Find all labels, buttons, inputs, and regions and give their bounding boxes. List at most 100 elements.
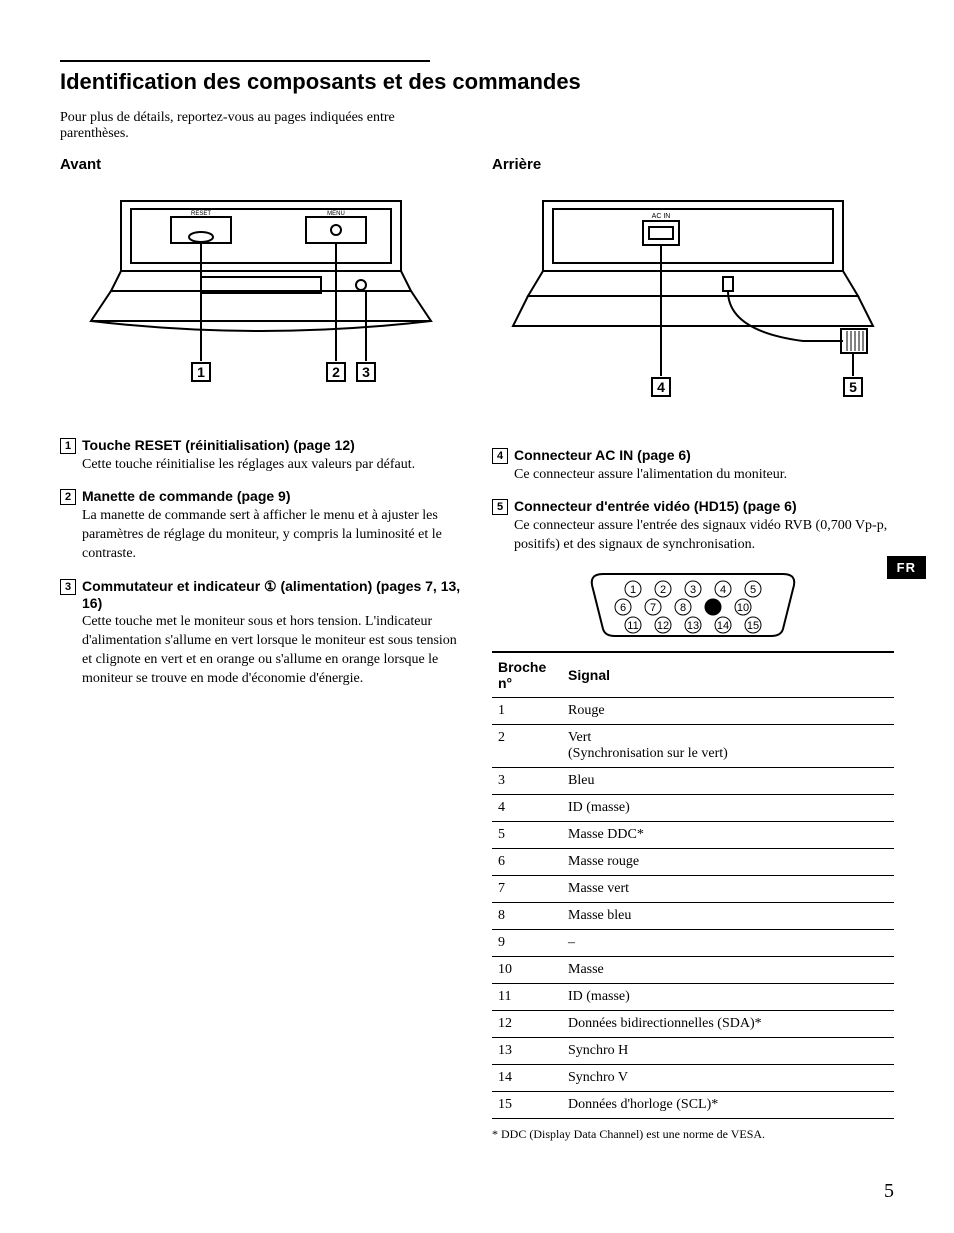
table-row: 5Masse DDC*: [492, 822, 894, 849]
language-tab: FR: [887, 556, 926, 579]
item-5-body: Ce connecteur assure l'entrée des signau…: [492, 517, 894, 555]
svg-text:15: 15: [747, 620, 759, 632]
svg-text:1: 1: [630, 584, 636, 596]
svg-text:7: 7: [650, 602, 656, 614]
item-4: 4 Connecteur AC IN (page 6) Ce connecteu…: [492, 447, 894, 485]
item-3-body: Cette touche met le moniteur sous et hor…: [60, 613, 462, 689]
signal-cell: Données d'horloge (SCL)*: [562, 1092, 894, 1119]
svg-text:11: 11: [627, 620, 638, 632]
svg-text:3: 3: [690, 584, 696, 596]
page-title: Identification des composants et des com…: [60, 68, 894, 96]
table-row: 7Masse vert: [492, 876, 894, 903]
item-3-title: Commutateur et indicateur ① (alimentatio…: [82, 578, 462, 611]
table-row: 2Vert (Synchronisation sur le vert): [492, 725, 894, 768]
item-2-body: La manette de commande sert à afficher l…: [60, 507, 462, 564]
pin-number-cell: 11: [492, 984, 562, 1011]
signal-cell: Synchro V: [562, 1065, 894, 1092]
pin-number-cell: 6: [492, 849, 562, 876]
item-1: 1 Touche RESET (réinitialisation) (page …: [60, 437, 462, 475]
page-number: 5: [884, 1180, 894, 1203]
callout-box-3: 3: [60, 579, 76, 595]
svg-text:AC IN: AC IN: [652, 213, 671, 220]
item-4-title: Connecteur AC IN (page 6): [514, 447, 691, 463]
item-2-title: Manette de commande (page 9): [82, 488, 291, 504]
pin-number-cell: 10: [492, 957, 562, 984]
item-5: 5 Connecteur d'entrée vidéo (HD15) (page…: [492, 498, 894, 555]
table-row: 10Masse: [492, 957, 894, 984]
table-row: 11ID (masse): [492, 984, 894, 1011]
svg-text:10: 10: [737, 602, 749, 614]
pin-signal-table: Broche n° Signal 1Rouge2Vert (Synchronis…: [492, 651, 894, 1119]
callout-box-2: 2: [60, 489, 76, 505]
item-5-title: Connecteur d'entrée vidéo (HD15) (page 6…: [514, 498, 797, 514]
pin-number-cell: 8: [492, 903, 562, 930]
item-4-head: 4 Connecteur AC IN (page 6): [492, 447, 894, 464]
item-4-body: Ce connecteur assure l'alimentation du m…: [492, 466, 894, 485]
pin-number-cell: 14: [492, 1065, 562, 1092]
signal-cell: Masse rouge: [562, 849, 894, 876]
svg-text:3: 3: [362, 364, 370, 380]
signal-cell: Masse bleu: [562, 903, 894, 930]
pin-number-cell: 13: [492, 1038, 562, 1065]
svg-text:2: 2: [332, 364, 340, 380]
svg-text:2: 2: [660, 584, 666, 596]
table-row: 14Synchro V: [492, 1065, 894, 1092]
intro-text: Pour plus de détails, reportez-vous au p…: [60, 110, 440, 142]
th-signal: Signal: [562, 652, 894, 698]
left-column: Avant: [60, 156, 462, 1143]
signal-cell: Masse DDC*: [562, 822, 894, 849]
signal-cell: Masse: [562, 957, 894, 984]
pin-number-cell: 9: [492, 930, 562, 957]
pin-table-body: 1Rouge2Vert (Synchronisation sur le vert…: [492, 698, 894, 1119]
table-row: 9–: [492, 930, 894, 957]
signal-cell: Masse vert: [562, 876, 894, 903]
signal-cell: Données bidirectionnelles (SDA)*: [562, 1011, 894, 1038]
pin-number-cell: 1: [492, 698, 562, 725]
item-3: 3 Commutateur et indicateur ① (alimentat…: [60, 578, 462, 689]
pin-number-cell: 3: [492, 768, 562, 795]
pin-number-cell: 2: [492, 725, 562, 768]
item-1-head: 1 Touche RESET (réinitialisation) (page …: [60, 437, 462, 454]
table-row: 3Bleu: [492, 768, 894, 795]
item-5-head: 5 Connecteur d'entrée vidéo (HD15) (page…: [492, 498, 894, 515]
table-row: 12Données bidirectionnelles (SDA)*: [492, 1011, 894, 1038]
item-2: 2 Manette de commande (page 9) La manett…: [60, 488, 462, 564]
table-row: 13Synchro H: [492, 1038, 894, 1065]
svg-text:RESET: RESET: [191, 211, 211, 217]
item-1-title: Touche RESET (réinitialisation) (page 12…: [82, 437, 355, 453]
front-heading: Avant: [60, 156, 462, 173]
svg-text:14: 14: [717, 620, 729, 632]
rear-diagram: AC IN: [492, 191, 894, 421]
ddc-footnote: * DDC (Display Data Channel) est une nor…: [492, 1127, 894, 1142]
svg-text:4: 4: [720, 584, 726, 596]
table-row: 1Rouge: [492, 698, 894, 725]
item-1-body: Cette touche réinitialise les réglages a…: [60, 456, 462, 475]
manual-page: Identification des composants et des com…: [0, 0, 954, 1233]
pin-number-cell: 15: [492, 1092, 562, 1119]
svg-text:6: 6: [620, 602, 626, 614]
two-column-layout: Avant: [60, 156, 894, 1143]
callout-box-1: 1: [60, 438, 76, 454]
svg-text:1: 1: [197, 364, 205, 380]
hd15-pin-diagram: 1 2 3 4 5 6 7 8 10 11 12 13 14 15: [583, 569, 803, 639]
pin-number-cell: 7: [492, 876, 562, 903]
item-2-head: 2 Manette de commande (page 9): [60, 488, 462, 505]
signal-cell: ID (masse): [562, 795, 894, 822]
pin-number-cell: 5: [492, 822, 562, 849]
front-diagram: 1 2 3 RESET MENU: [60, 191, 462, 411]
signal-cell: Synchro H: [562, 1038, 894, 1065]
table-row: 4ID (masse): [492, 795, 894, 822]
svg-text:4: 4: [657, 379, 665, 395]
rear-heading: Arrière: [492, 156, 894, 173]
signal-cell: –: [562, 930, 894, 957]
signal-cell: ID (masse): [562, 984, 894, 1011]
svg-text:MENU: MENU: [327, 211, 345, 217]
th-pin: Broche n°: [492, 652, 562, 698]
title-rule: [60, 60, 430, 62]
table-row: 15Données d'horloge (SCL)*: [492, 1092, 894, 1119]
svg-text:8: 8: [680, 602, 686, 614]
svg-text:13: 13: [687, 620, 699, 632]
svg-text:5: 5: [849, 379, 857, 395]
signal-cell: Rouge: [562, 698, 894, 725]
pin-number-cell: 12: [492, 1011, 562, 1038]
